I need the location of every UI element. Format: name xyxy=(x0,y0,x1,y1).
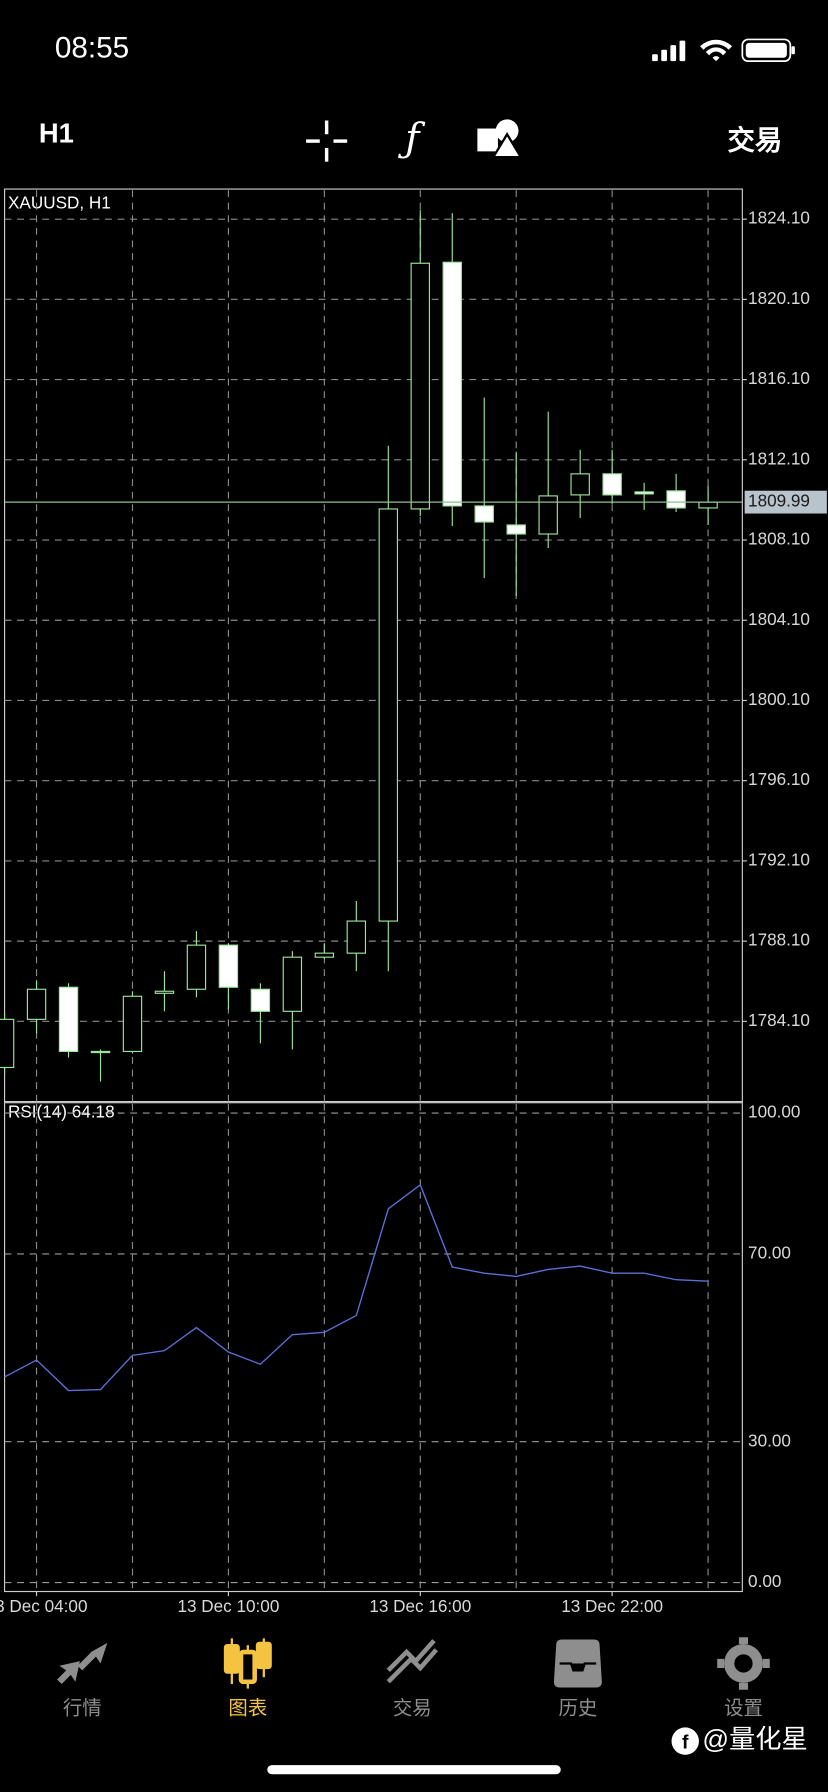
watermark-icon: f xyxy=(671,1727,699,1755)
price-panel xyxy=(3,188,743,1103)
candle-body xyxy=(538,495,558,535)
y-tick-label: 1820.10 xyxy=(748,288,810,308)
y-tick-label: 1784.10 xyxy=(748,1010,810,1030)
objects-icon[interactable] xyxy=(477,119,523,159)
candle-body xyxy=(58,986,79,1053)
tab-label[interactable]: 历史 xyxy=(558,1697,597,1719)
tab-label[interactable]: 设置 xyxy=(724,1697,763,1719)
chart-title: XAUUSD, H1 xyxy=(8,192,111,212)
tab-label[interactable]: 行情 xyxy=(63,1697,102,1719)
candle-body xyxy=(442,261,462,507)
rsi-panel xyxy=(3,1102,743,1593)
rsi-line xyxy=(4,1183,709,1392)
x-tick-label: 13 Dec 10:00 xyxy=(177,1596,279,1616)
candle-body xyxy=(154,990,175,994)
candle-body xyxy=(378,508,399,922)
crosshair-icon[interactable] xyxy=(306,120,348,162)
y-tick-label: 1816.10 xyxy=(748,368,810,388)
x-tick-label: 13 Dec 04:00 xyxy=(0,1596,87,1616)
y-tick-label: 1804.10 xyxy=(748,609,810,629)
candle-body xyxy=(282,956,303,1012)
candle-body xyxy=(218,944,239,988)
x-tick-label: 13 Dec 16:00 xyxy=(369,1596,471,1616)
y-tick-label: 1824.10 xyxy=(748,208,810,228)
home-indicator xyxy=(267,1765,561,1775)
tab-label[interactable]: 图表 xyxy=(228,1697,267,1719)
y-tick-label: 1812.10 xyxy=(748,448,810,468)
current-price-label: 1809.99 xyxy=(748,491,810,511)
candle-body xyxy=(122,995,143,1053)
candle-body xyxy=(26,988,47,1020)
trade-button[interactable]: 交易 xyxy=(728,124,783,155)
x-tick-label: 13 Dec 22:00 xyxy=(561,1596,663,1616)
candle-body xyxy=(634,491,654,495)
y-tick-label: 1796.10 xyxy=(748,769,810,789)
status-icons xyxy=(652,38,795,63)
y-tick-label: 70.00 xyxy=(748,1242,791,1262)
y-tick-label: 30.00 xyxy=(748,1430,791,1450)
tab-label[interactable]: 交易 xyxy=(393,1697,432,1719)
y-tick-label: 1792.10 xyxy=(748,849,810,869)
candle-body xyxy=(410,262,430,510)
candle-body xyxy=(698,501,718,509)
candle-body xyxy=(186,944,207,990)
candle-body xyxy=(250,988,271,1012)
candle-body xyxy=(90,1050,111,1054)
candle-body xyxy=(666,490,686,509)
watermark: @量化星 xyxy=(702,1724,807,1754)
candle-body xyxy=(0,1018,15,1069)
candle-body xyxy=(314,952,335,958)
y-tick-label: 1788.10 xyxy=(748,930,810,950)
indicator-icon[interactable]: ƒ xyxy=(397,116,426,161)
y-tick-label: 0.00 xyxy=(748,1571,781,1591)
y-tick-label: 1808.10 xyxy=(748,529,810,549)
y-tick-label: 1800.10 xyxy=(748,689,810,709)
svg-text:f: f xyxy=(682,1732,689,1754)
candle-body xyxy=(506,524,526,535)
tab-icons xyxy=(57,1637,770,1690)
candle-body xyxy=(602,473,622,496)
candle-body xyxy=(474,505,494,523)
candle-body xyxy=(570,473,590,496)
current-price-box xyxy=(744,490,827,514)
indicator-title: RSI(14) 64.18 xyxy=(8,1102,115,1122)
candle-body xyxy=(346,920,367,954)
status-time: 08:55 xyxy=(55,32,129,65)
timeframe[interactable]: H1 xyxy=(39,118,74,149)
y-tick-label: 100.00 xyxy=(748,1102,800,1122)
